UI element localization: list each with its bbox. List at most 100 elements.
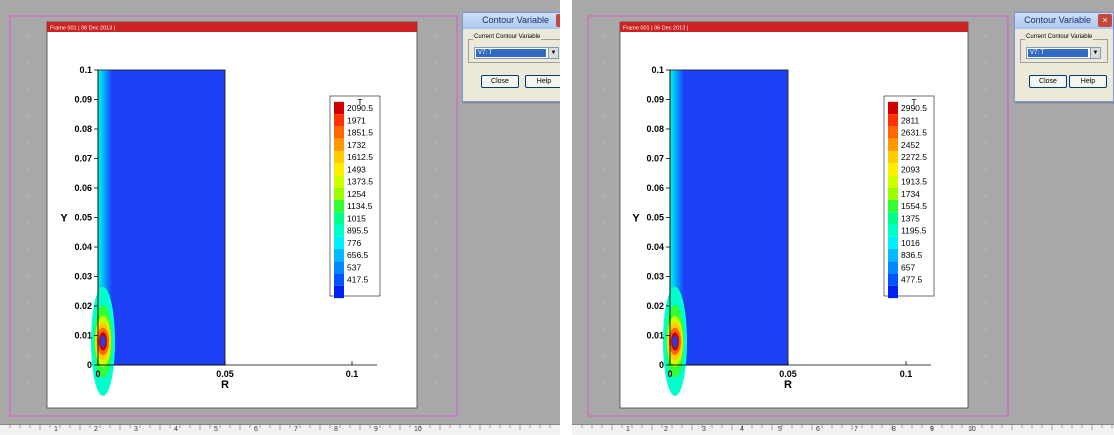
help-button[interactable]: Help	[1069, 75, 1107, 88]
ruler-label: 2	[94, 426, 98, 433]
grid-cross-icon: +	[982, 32, 990, 42]
grid-cross-icon: +	[24, 139, 32, 149]
legend-level-label: 2452	[901, 140, 920, 150]
legend-swatch	[888, 101, 898, 115]
frame-header-label: Frame 001 | 06 Dec 2013 |	[50, 26, 115, 32]
legend-swatch	[888, 126, 898, 139]
y-tick-label: 0.03	[74, 272, 92, 282]
legend-swatch	[888, 285, 898, 299]
grid-cross-icon: +	[982, 59, 990, 69]
grid-cross-icon: +	[24, 325, 32, 335]
close-button[interactable]: Close	[481, 75, 519, 88]
ruler-label: 2	[664, 426, 668, 433]
grid-cross-icon: +	[432, 379, 440, 389]
legend-swatch	[888, 224, 898, 237]
grid-cross-icon: +	[982, 112, 990, 122]
grid-cross-icon: +	[432, 325, 440, 335]
x-axis-title: R	[221, 379, 229, 391]
y-tick-label: 0.1	[651, 65, 664, 75]
horizontal-ruler: 1 2 3 4 5 6 7 8 9 10	[572, 424, 1114, 435]
grid-cross-icon: +	[24, 32, 32, 42]
dialog-close-icon[interactable]: ×	[556, 14, 560, 27]
help-button[interactable]: Help	[525, 75, 560, 88]
grid-cross-icon: +	[432, 165, 440, 175]
ruler-label: 5	[214, 426, 218, 433]
legend-swatch	[888, 150, 898, 164]
legend-swatch	[888, 236, 898, 250]
grid-cross-icon: +	[24, 192, 32, 202]
contour-variable-select[interactable]: V7: T ▼	[1026, 47, 1101, 59]
y-tick-label: 0.05	[646, 213, 664, 223]
grid-cross-icon: +	[982, 245, 990, 255]
legend-level-label: 1612.5	[347, 152, 373, 162]
contour-plot-frame: Frame 001 | 06 Dec 2013 | 0 0.01 0.02 0.03 0.…	[587, 15, 1009, 417]
y-tick-label: 0.04	[74, 242, 92, 252]
close-button[interactable]: Close	[1029, 75, 1067, 88]
frame-header-label: Frame 001 | 06 Dec 2013 |	[623, 26, 688, 32]
grid-cross-icon: +	[24, 219, 32, 229]
dialog-title: Contour Variable	[482, 15, 549, 25]
grid-cross-icon: +	[432, 139, 440, 149]
grid-cross-icon: +	[600, 272, 608, 282]
group-label: Current Contour Variable	[1025, 34, 1094, 40]
y-tick-label: 0.02	[646, 301, 664, 311]
x-axis-title: R	[784, 379, 792, 391]
chevron-down-icon[interactable]: ▼	[1090, 48, 1100, 58]
horizontal-ruler: 1 2 3 4 5 6 7 8 9 10	[0, 424, 560, 435]
contour-variable-select[interactable]: V7: T ▼	[474, 47, 559, 59]
legend-level-label: 1851.5	[347, 128, 373, 138]
grid-cross-icon: +	[432, 272, 440, 282]
grid-cross-icon: +	[24, 272, 32, 282]
chevron-down-icon[interactable]: ▼	[548, 48, 558, 58]
grid-cross-icon: +	[432, 192, 440, 202]
legend-swatch	[334, 163, 344, 176]
y-tick-label: 0.01	[74, 331, 92, 341]
ruler-label: 10	[414, 426, 422, 433]
current-variable-group: Current Contour Variable V7: T ▼	[1020, 34, 1108, 63]
legend-level-label: 1971	[347, 115, 366, 125]
ruler-label: 6	[816, 426, 820, 433]
grid-cross-icon: +	[600, 165, 608, 175]
legend-title: T	[357, 97, 362, 107]
contour-domain	[97, 69, 226, 366]
legend-level-label: 2631.5	[901, 128, 927, 138]
legend-level-label: 1134.5	[347, 201, 373, 211]
ruler-label: 3	[702, 426, 706, 433]
legend-level-label: 1732	[347, 140, 366, 150]
legend-swatch	[334, 212, 344, 225]
dialog-titlebar[interactable]: Contour Variable ×	[1015, 13, 1113, 29]
grid-cross-icon: +	[982, 192, 990, 202]
ruler-label: 9	[374, 426, 378, 433]
legend-swatch	[334, 114, 344, 127]
ruler-label: 6	[254, 426, 258, 433]
tecplot-window-right: + + + + + + + + + + + + + + + + + + + + + + + + + + + + Frame 001 | …	[572, 0, 1114, 435]
legend-level-label: 537	[347, 262, 361, 272]
ruler-label: 3	[134, 426, 138, 433]
grid-cross-icon: +	[600, 112, 608, 122]
selected-variable: V7: T	[1028, 49, 1088, 57]
legend-swatch	[334, 200, 344, 213]
dialog-close-icon[interactable]: ×	[1098, 14, 1112, 27]
grid-cross-icon: +	[982, 165, 990, 175]
grid-cross-icon: +	[600, 379, 608, 389]
grid-cross-icon: +	[600, 245, 608, 255]
legend-swatch	[888, 187, 898, 200]
grid-cross-icon: +	[982, 85, 990, 95]
grid-cross-icon: +	[24, 299, 32, 309]
legend-level-label: 1375	[901, 213, 920, 223]
y-tick-label: 0.08	[74, 124, 92, 134]
grid-cross-icon: +	[24, 59, 32, 69]
x-tick-label: 0	[95, 369, 100, 379]
legend-level-label: 1195.5	[901, 226, 927, 236]
current-variable-group: Current Contour Variable V7: T ▼	[468, 34, 560, 63]
contour-plot-frame: Frame 001 | 06 Dec 2013 | 0 0.01 0.02 0.03 0.…	[9, 15, 458, 417]
grid-cross-icon: +	[982, 272, 990, 282]
legend-level-label: 1254	[347, 189, 366, 199]
group-label: Current Contour Variable	[473, 34, 542, 40]
legend-swatch	[334, 150, 344, 164]
dialog-titlebar[interactable]: Contour Variable ×	[463, 13, 560, 29]
contour-variable-dialog: Contour Variable × Current Contour Variabl…	[1014, 12, 1114, 102]
legend-swatch	[334, 175, 344, 188]
y-axis-title: Y	[632, 213, 640, 225]
legend-swatch	[888, 163, 898, 176]
